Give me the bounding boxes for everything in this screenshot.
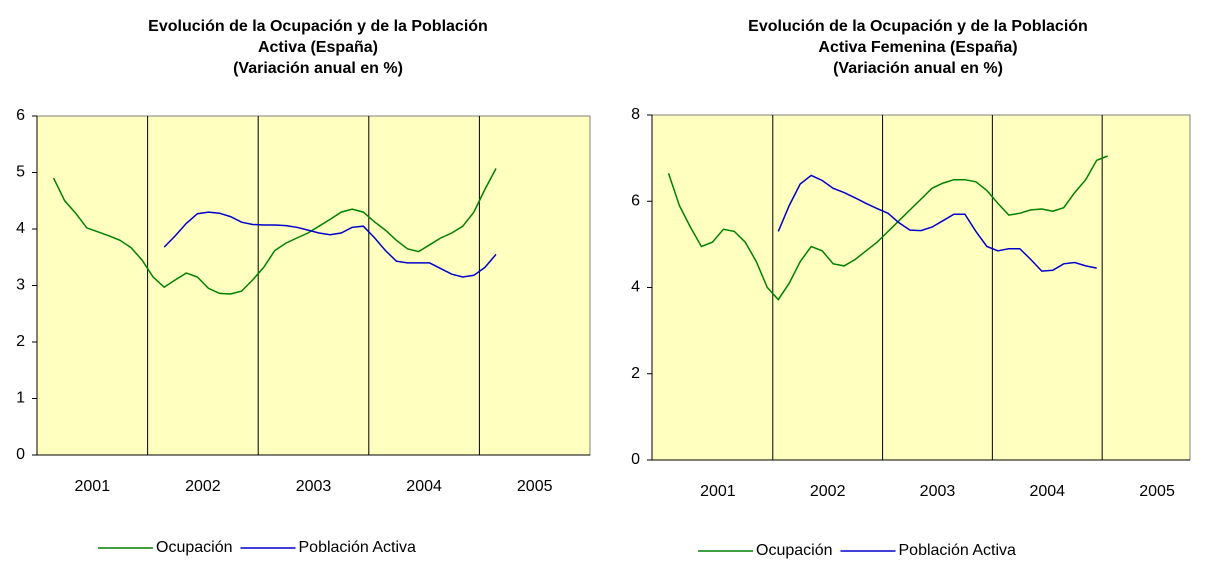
series-line <box>163 211 497 278</box>
legend-label: Población Activa <box>299 539 417 556</box>
y-tick-label: 5 <box>16 164 25 181</box>
y-tick-label: 4 <box>631 279 640 296</box>
x-tick-label: 2004 <box>1029 483 1065 500</box>
y-tick-label: 6 <box>631 192 640 209</box>
y-tick-label: 0 <box>16 446 25 463</box>
y-tick-label: 6 <box>16 107 25 124</box>
y-tick-label: 2 <box>16 333 25 350</box>
plot-area <box>651 114 1191 461</box>
y-tick-label: 4 <box>16 220 25 237</box>
series-line <box>777 174 1097 272</box>
x-tick-label: 2004 <box>406 478 442 495</box>
x-tick-label: 2005 <box>1139 483 1175 500</box>
x-tick-label: 2002 <box>810 483 846 500</box>
legend-label: Ocupación <box>756 542 833 559</box>
chart-title: Evolución de la Ocupación y de la Poblac… <box>748 18 1088 35</box>
chart-title: (Variación anual en %) <box>233 60 403 77</box>
x-tick-label: 2001 <box>75 478 111 495</box>
y-tick-label: 0 <box>631 451 640 468</box>
series-line <box>667 155 1108 301</box>
x-tick-label: 2003 <box>920 483 956 500</box>
chart-title: Evolución de la Ocupación y de la Poblac… <box>148 18 488 35</box>
y-tick-label: 8 <box>631 106 640 123</box>
plot-area <box>36 115 591 456</box>
series-line <box>52 168 497 295</box>
legend-label: Ocupación <box>156 539 233 556</box>
x-tick-label: 2001 <box>700 483 736 500</box>
y-tick-label: 1 <box>16 390 25 407</box>
y-tick-label: 2 <box>631 365 640 382</box>
chart-title: Activa Femenina (España) <box>818 39 1017 56</box>
chart-title: (Variación anual en %) <box>833 60 1003 77</box>
x-tick-label: 2002 <box>185 478 221 495</box>
y-tick-label: 3 <box>16 277 25 294</box>
chart-title: Activa (España) <box>258 39 378 56</box>
x-tick-label: 2003 <box>296 478 332 495</box>
x-tick-label: 2005 <box>517 478 553 495</box>
legend-label: Población Activa <box>899 542 1017 559</box>
